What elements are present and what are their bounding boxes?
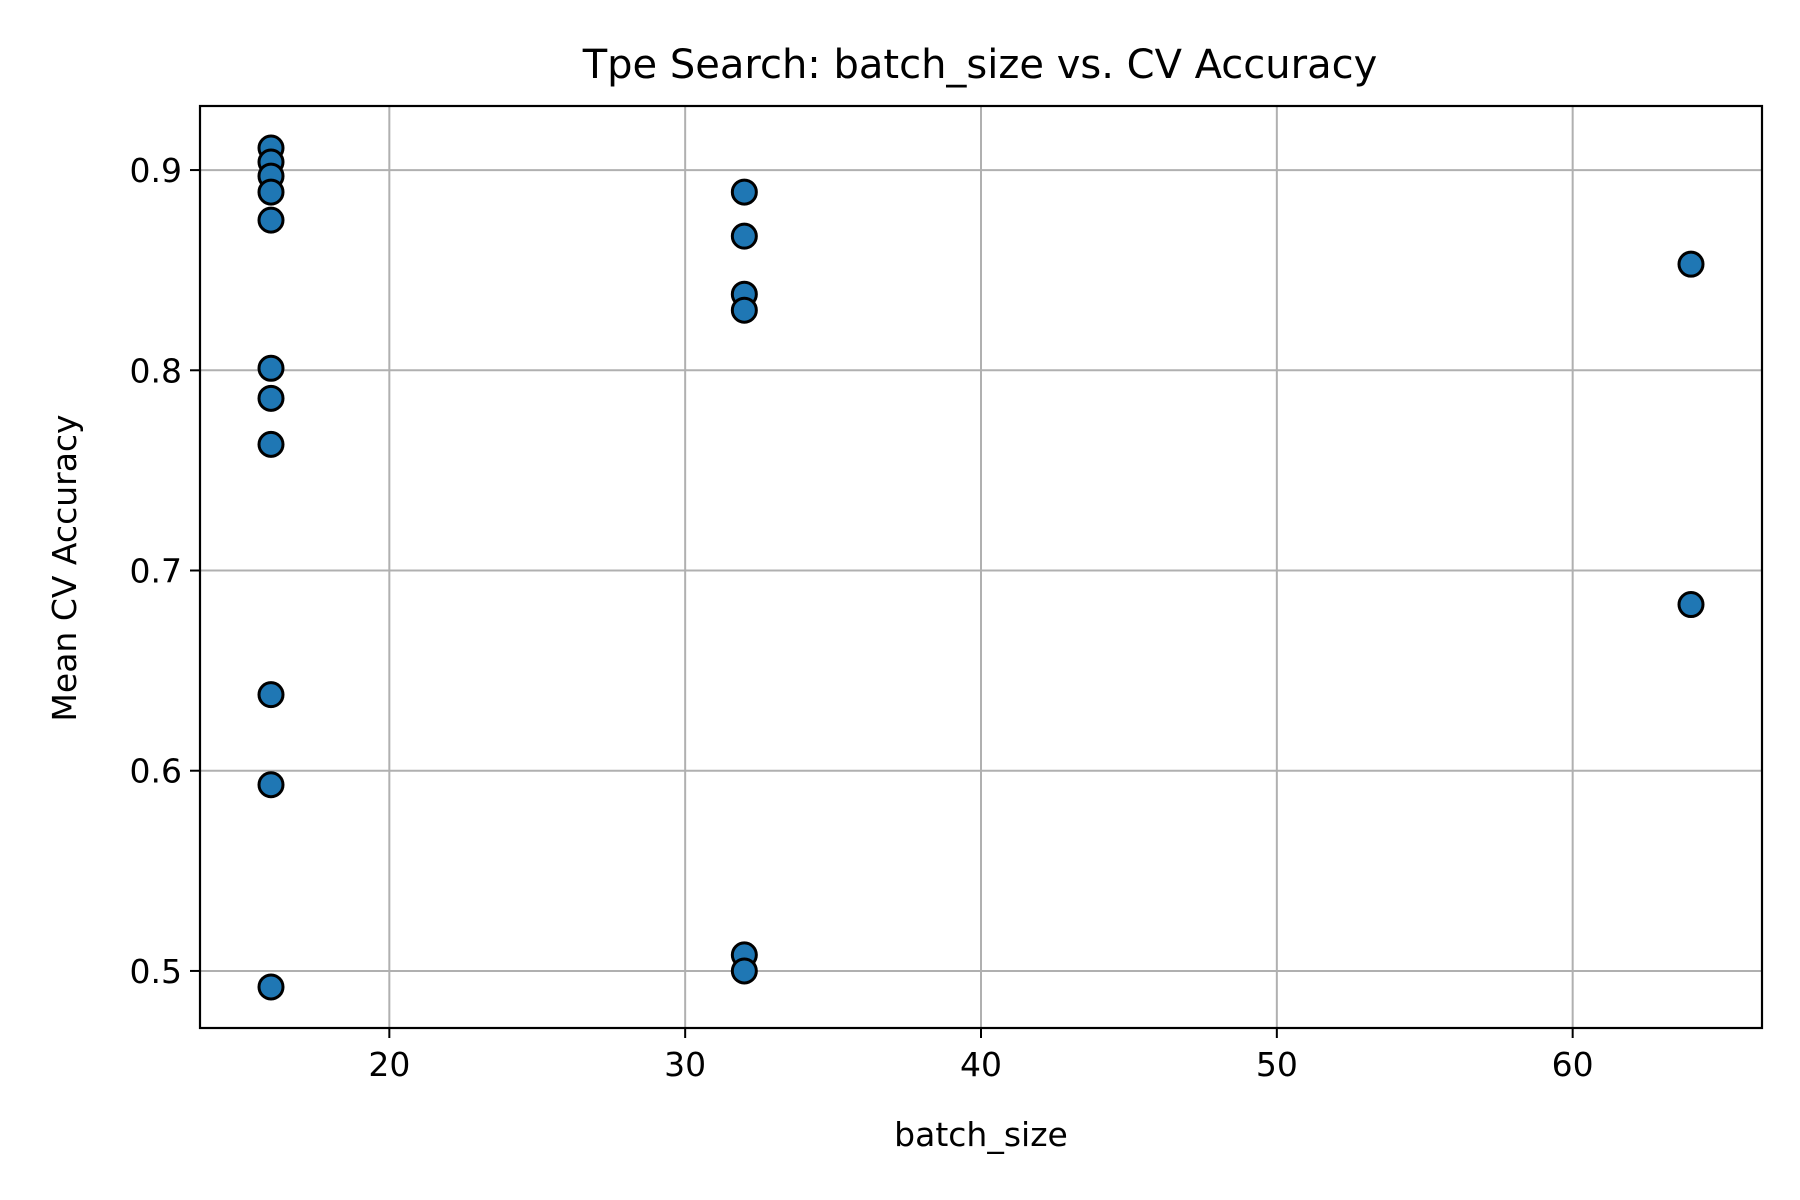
y-tick-label: 0.9 bbox=[130, 151, 182, 190]
data-point bbox=[257, 178, 285, 206]
y-axis-label: Mean CV Accuracy bbox=[45, 414, 84, 721]
x-tick-label: 20 bbox=[368, 1045, 410, 1084]
x-axis-label: batch_size bbox=[894, 1115, 1068, 1154]
data-point bbox=[730, 222, 758, 250]
data-point bbox=[257, 354, 285, 382]
y-tick-label: 0.5 bbox=[130, 952, 182, 991]
data-point bbox=[257, 681, 285, 709]
data-point bbox=[1677, 591, 1705, 619]
axis-ticks: 20 30 40 50 60 0.5 0.6 0.7 0.8 0.9 bbox=[130, 151, 1594, 1084]
grid-lines bbox=[200, 106, 1762, 1028]
chart-title: Tpe Search: batch_size vs. CV Accuracy bbox=[582, 42, 1378, 88]
data-points bbox=[257, 134, 1705, 1001]
x-tick-label: 40 bbox=[960, 1045, 1002, 1084]
data-point bbox=[257, 973, 285, 1001]
y-tick-label: 0.6 bbox=[130, 752, 182, 791]
data-point bbox=[257, 206, 285, 234]
data-point bbox=[730, 957, 758, 985]
data-point bbox=[1677, 250, 1705, 278]
x-tick-label: 60 bbox=[1552, 1045, 1594, 1084]
data-point bbox=[257, 430, 285, 458]
data-point bbox=[730, 296, 758, 324]
y-tick-label: 0.8 bbox=[130, 351, 182, 390]
x-tick-label: 50 bbox=[1256, 1045, 1298, 1084]
y-tick-label: 0.7 bbox=[130, 552, 182, 591]
data-point bbox=[730, 178, 758, 206]
data-point bbox=[257, 384, 285, 412]
data-point bbox=[257, 771, 285, 799]
x-tick-label: 30 bbox=[664, 1045, 706, 1084]
